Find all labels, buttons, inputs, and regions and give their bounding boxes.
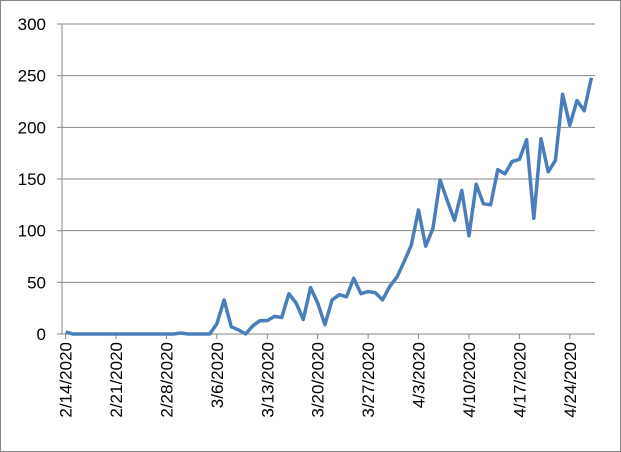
x-tick-label: 4/3/2020 — [410, 342, 429, 408]
x-tick-label: 4/10/2020 — [460, 342, 479, 418]
x-tick-label: 4/17/2020 — [510, 342, 529, 418]
x-tick-label: 2/21/2020 — [107, 342, 126, 418]
y-tick-label: 100 — [18, 222, 46, 241]
x-tick-label: 4/24/2020 — [561, 342, 580, 418]
x-tick-label: 2/14/2020 — [57, 342, 76, 418]
y-tick-label: 300 — [18, 15, 46, 34]
x-tick-label: 2/28/2020 — [157, 342, 176, 418]
x-tick-label: 3/6/2020 — [208, 342, 227, 408]
y-tick-label: 0 — [37, 325, 46, 344]
x-tick-label: 3/13/2020 — [258, 342, 277, 418]
y-tick-label: 200 — [18, 118, 46, 137]
y-tick-label: 150 — [18, 170, 46, 189]
y-tick-label: 250 — [18, 67, 46, 86]
x-tick-label: 3/27/2020 — [359, 342, 378, 418]
data-line — [65, 77, 594, 336]
x-tick-label: 3/20/2020 — [309, 342, 328, 418]
y-tick-label: 50 — [27, 273, 46, 292]
